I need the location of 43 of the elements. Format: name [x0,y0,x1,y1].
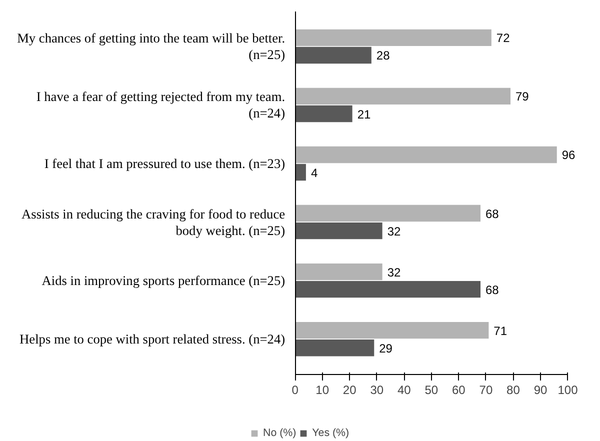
data-label: 72 [496,31,510,46]
x-tick-label: 30 [370,383,384,398]
data-label: 29 [379,341,393,356]
x-tick-label: 20 [342,383,357,398]
y-tick-label: I have a fear of getting rejected from my team. (n=24) [36,89,286,121]
bar [295,263,382,280]
x-tick-label: 60 [452,383,466,398]
legend-label: Yes (%) [312,427,350,439]
bar [295,88,510,105]
bar [295,204,480,222]
y-tick-label: My chances of getting into the team will be better. (n=25) [17,30,286,62]
data-label: 21 [357,107,371,122]
x-tick-label: 100 [558,383,578,398]
data-label: 68 [486,282,500,297]
y-tick-label: Aids in improving sports performance (n=25) [42,273,286,288]
data-label: 71 [494,324,508,338]
x-tick-label: 90 [534,383,548,398]
bar [295,222,382,240]
bar [295,281,480,298]
data-label: 32 [387,265,401,280]
x-tick-label: 50 [424,383,438,398]
x-tick-label: 80 [506,383,520,398]
legend-label: No (%) [263,427,296,439]
bar [295,164,306,181]
data-label: 79 [516,90,530,104]
x-tick-label: 10 [316,383,330,398]
data-label: 96 [562,148,576,162]
y-tick-label: I feel that I am pressured to use them. (n=23) [44,156,286,172]
x-tick-label: 0 [292,383,299,398]
x-tick-label: 40 [397,383,412,398]
data-label: 32 [387,224,401,238]
data-label: 28 [376,48,390,63]
bar [295,322,489,339]
bar [295,46,372,64]
bar [295,29,492,46]
y-tick-label: Assists in reducing the craving for food to reduce body weight. (n=25) [22,206,286,238]
data-label: 68 [486,206,500,221]
bar [295,340,374,356]
y-tick-label: Helps me to cope with sport related stress. (n=24) [20,332,286,347]
data-label: 4 [310,166,318,180]
bar [295,146,557,164]
x-tick-label: 70 [479,383,493,398]
bar [295,105,352,122]
